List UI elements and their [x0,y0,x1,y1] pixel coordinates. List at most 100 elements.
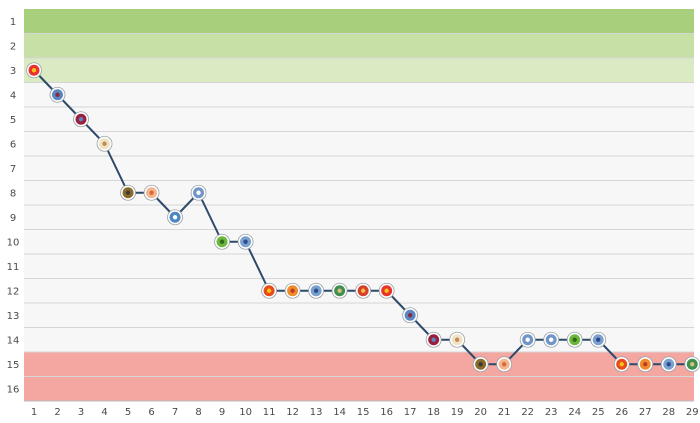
x-tick-label: 3 [78,407,84,418]
marker-center [548,337,554,342]
marker-center [454,337,460,342]
marker-center [360,288,366,293]
y-tick-label: 9 [10,213,16,224]
x-tick-label: 7 [172,407,178,418]
marker-center [219,239,225,244]
gridlines [24,33,694,402]
marker-center [690,362,695,367]
x-tick-label: 8 [195,407,201,418]
green-badge [214,233,230,250]
x-tick-label: 17 [404,407,417,418]
blue-round-badge [237,233,254,250]
green-badge [566,331,583,348]
marker-center [666,362,671,367]
x-tick-label: 22 [521,407,534,418]
x-tick-label: 10 [239,407,252,418]
marker-center [572,337,577,342]
orange-badge [284,282,301,299]
blue-claret-shield-badge [402,307,419,324]
marker-center [125,190,131,195]
x-tick-label: 15 [357,407,370,418]
brown-badge [120,184,136,201]
y-tick-label: 4 [10,90,16,101]
position-series [26,62,700,373]
marker-center [478,362,483,367]
marker-center [384,288,389,293]
x-axis-ticks: 1 2 3 4 5 6 7 8 9 10 11 12 13 14 15 16 17 18 19 20 21 22 23 24 2… [31,407,699,418]
x-tick-label: 24 [568,407,581,418]
marker-center [243,239,248,244]
marker-center [619,362,624,367]
peach-round-badge [496,356,513,373]
marker-center [643,362,648,367]
blue-star-badge [167,209,183,226]
marker-center [102,141,107,146]
x-tick-label: 4 [101,407,107,418]
zone-band-3 [24,58,694,83]
claret-shield-badge [73,111,89,128]
y-tick-label: 1 [10,17,16,28]
x-tick-label: 13 [310,407,323,418]
red-shield-badge [26,62,42,79]
x-tick-label: 12 [286,407,299,418]
x-tick-label: 28 [662,407,675,418]
x-tick-label: 5 [125,407,131,418]
x-tick-label: 11 [263,407,276,418]
claret-shield-badge [425,331,442,348]
marker-center [337,288,342,293]
blue-round-badge [660,356,677,373]
marker-center [525,337,530,342]
marker-center [78,117,84,122]
orange-badge [637,356,654,373]
y-tick-label: 2 [10,41,16,52]
y-tick-label: 16 [7,384,20,395]
marker-center [431,337,436,342]
x-tick-label: 6 [148,407,154,418]
blue-claret-shield-badge [49,86,66,103]
y-tick-label: 13 [7,311,20,322]
x-tick-label: 14 [333,407,346,418]
brown-badge [472,356,489,373]
marker-center [313,288,319,293]
red-round-badge [355,282,372,299]
x-tick-label: 26 [615,407,628,418]
y-tick-label: 5 [10,115,16,126]
y-tick-label: 3 [10,66,16,77]
x-tick-label: 1 [31,407,37,418]
x-tick-label: 29 [686,407,699,418]
y-tick-label: 11 [7,262,20,273]
x-tick-label: 23 [545,407,558,418]
marker-center [290,288,295,293]
cream-badge [96,135,113,152]
y-tick-label: 7 [10,164,16,175]
blue-stripe-badge [543,331,560,348]
y-tick-label: 6 [10,139,16,150]
blue-round-badge [590,331,607,348]
x-tick-label: 27 [639,407,652,418]
x-tick-label: 25 [592,407,605,418]
y-tick-label: 12 [7,286,20,297]
x-tick-label: 16 [380,407,393,418]
marker-center [501,362,507,367]
green-round-badge [331,282,348,299]
marker-center [149,190,154,195]
y-tick-label: 14 [7,335,20,346]
green-round-badge [684,356,700,373]
y-tick-label: 8 [10,188,16,199]
blue-stripe-badge [519,331,536,348]
red-shield-badge [378,282,395,299]
blue-stripe-badge [190,184,207,201]
red-orange-badge [613,356,630,373]
marker-center [196,190,201,195]
x-tick-label: 9 [219,407,225,418]
marker-center [407,313,413,318]
red-orange-badge [261,282,277,299]
blue-round-badge [308,282,325,299]
marker-center [55,92,60,97]
x-tick-label: 19 [451,407,464,418]
marker-center [31,68,37,73]
y-tick-label: 10 [7,237,20,248]
marker-center [596,337,601,342]
